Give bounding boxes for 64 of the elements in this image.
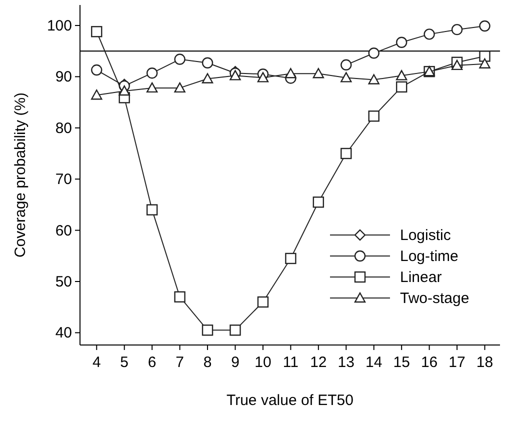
point <box>91 64 102 76</box>
point <box>396 70 408 80</box>
point <box>368 110 380 122</box>
point <box>451 24 463 36</box>
x-tick-label: 16 <box>420 354 438 371</box>
point <box>174 54 186 65</box>
point <box>479 20 490 32</box>
point <box>257 296 269 308</box>
point <box>340 59 352 71</box>
x-tick-label: 17 <box>448 354 466 371</box>
point <box>230 70 241 80</box>
y-tick-label: 100 <box>46 17 72 34</box>
point <box>340 148 352 160</box>
point <box>285 68 296 78</box>
y-tick-label: 60 <box>55 222 72 240</box>
y-tick-label: 90 <box>55 68 72 86</box>
point <box>118 85 130 96</box>
x-tick-label: 11 <box>282 354 298 371</box>
point <box>479 58 490 68</box>
point <box>174 82 186 93</box>
x-tick-label: 18 <box>476 354 494 371</box>
point <box>368 48 380 59</box>
point <box>230 324 241 336</box>
x-tick-label: 4 <box>92 354 101 371</box>
point <box>91 90 102 100</box>
point <box>257 72 269 82</box>
x-tick-label: 13 <box>338 354 354 371</box>
point <box>396 36 408 48</box>
point <box>146 204 158 216</box>
point <box>174 291 186 302</box>
y-tick-label: 70 <box>55 171 72 188</box>
point <box>479 50 490 62</box>
x-tick-label: 15 <box>393 354 410 371</box>
x-tick-label: 6 <box>148 354 156 371</box>
legend-label: Logistic <box>400 227 452 244</box>
x-tick-label: 10 <box>254 354 272 371</box>
point <box>451 60 463 70</box>
point <box>146 82 158 93</box>
x-tick-label: 14 <box>366 354 382 371</box>
x-tick-label: 8 <box>203 354 212 371</box>
point <box>91 26 102 38</box>
point <box>202 57 214 68</box>
point <box>312 68 324 78</box>
y-axis-title: Coverage probability (%) <box>12 92 29 258</box>
point <box>312 196 324 208</box>
x-tick-label: 9 <box>231 354 240 371</box>
point <box>202 73 214 84</box>
legend-label: Two-stage <box>400 290 470 307</box>
x-tick-label: 12 <box>310 354 327 371</box>
x-tick-label: 5 <box>120 354 129 371</box>
point <box>146 68 158 79</box>
point <box>396 81 408 93</box>
y-tick-label: 40 <box>55 324 72 342</box>
y-tick-label: 50 <box>55 274 72 291</box>
point <box>285 252 296 264</box>
legend-label: Linear <box>400 269 442 286</box>
y-tick-label: 80 <box>55 120 72 137</box>
point <box>424 28 435 40</box>
legend-label: Log-time <box>400 248 458 265</box>
point <box>340 72 352 82</box>
point <box>368 74 380 84</box>
x-tick-label: 7 <box>176 354 184 371</box>
x-axis-title: True value of ET50 <box>226 392 354 409</box>
point <box>202 324 214 336</box>
